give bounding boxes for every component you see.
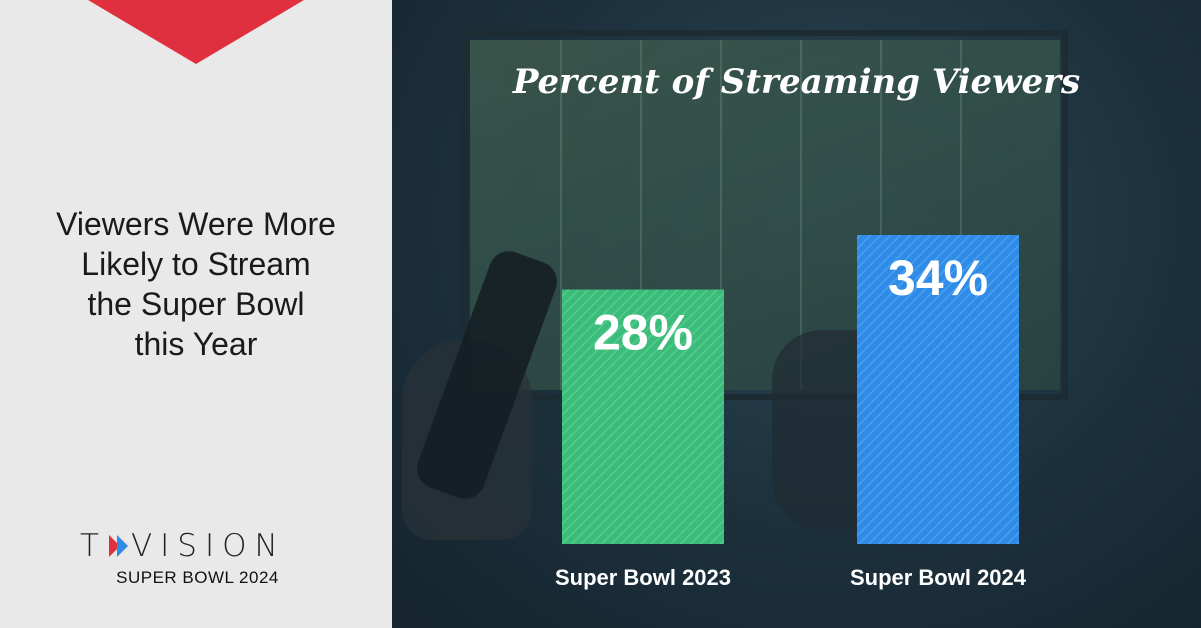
chart-title: Percent of Streaming Viewers [512, 62, 1081, 102]
chart-panel: Percent of Streaming Viewers 28% Super Bo… [392, 0, 1201, 628]
bar-chart: 28% Super Bowl 2023 34% Super Bowl 2024 [555, 235, 1027, 590]
bar-1 [562, 289, 724, 544]
brand-subtitle: SUPER BOWL 2024 [116, 568, 279, 587]
bar-2 [857, 235, 1019, 544]
category-label-1: Super Bowl 2023 [555, 565, 731, 590]
bar-value-label-2: 34% [888, 250, 988, 306]
headline-line-2: Likely to Stream [81, 246, 311, 282]
logo-letter-t: T [80, 528, 107, 564]
headline: Viewers Were More Likely to Stream the S… [0, 204, 392, 364]
headline-line-3: the Super Bowl [87, 286, 305, 322]
category-label-2: Super Bowl 2024 [850, 565, 1027, 590]
headline-line-1: Viewers Were More [56, 206, 336, 242]
left-panel: Viewers Were More Likely to Stream the S… [0, 0, 392, 628]
headline-line-4: this Year [134, 326, 258, 362]
tv-frame [462, 30, 1068, 400]
chevron-logo-icon [108, 535, 128, 557]
bar-value-label-1: 28% [593, 305, 693, 361]
logo-word-vision: VISION [130, 528, 286, 564]
red-triangle-accent [88, 0, 304, 64]
tvision-logo: T VISION [80, 528, 315, 564]
